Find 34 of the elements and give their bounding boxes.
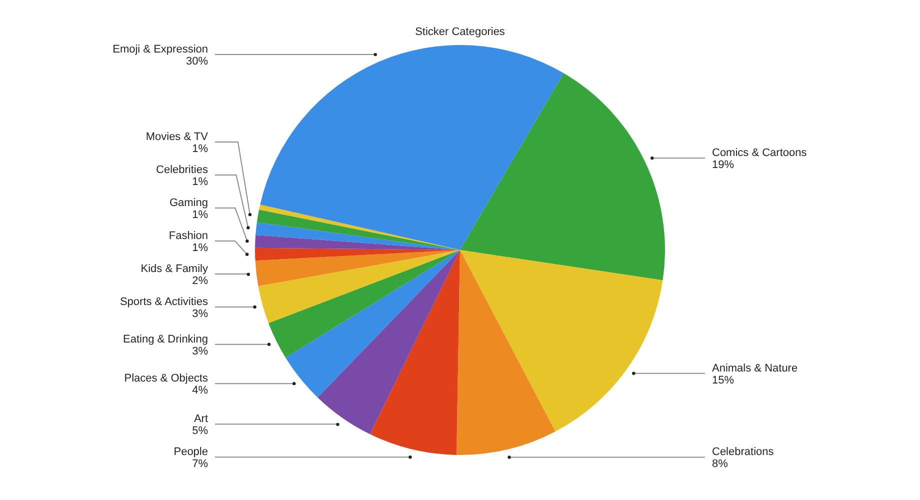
- slice-label: Celebrities: [156, 164, 208, 176]
- chart-title: Sticker Categories: [415, 26, 506, 38]
- data-label: 3%: [192, 345, 208, 358]
- data-label: 8%: [712, 458, 728, 470]
- slice-label: Fashion: [168, 230, 208, 242]
- slice-label: Kids & Family: [140, 263, 208, 276]
- slice-label: Animals & Nature: [712, 362, 798, 374]
- slice-label: Eating & Drinking: [123, 333, 208, 346]
- data-label: 1%: [192, 176, 208, 188]
- slice-label: Gaming: [169, 197, 208, 210]
- pie-slice: [318, 250, 460, 434]
- data-label: 4%: [192, 384, 208, 397]
- data-label: 2%: [192, 275, 208, 288]
- slice-label: Movies & TV: [146, 131, 209, 144]
- data-label: 1%: [192, 143, 208, 156]
- pie-slice: [268, 250, 460, 358]
- slice-label: Emoji & Expression: [112, 44, 208, 56]
- slice-label: Places & Objects: [124, 372, 208, 385]
- pie-slice: [255, 250, 460, 286]
- data-label: 1%: [192, 242, 208, 254]
- data-label: 15%: [712, 374, 734, 386]
- data-label: 1%: [192, 209, 208, 222]
- slice-label: Celebrations: [712, 446, 774, 458]
- data-label: 3%: [192, 308, 208, 320]
- slice-label: Sports & Activities: [120, 296, 208, 308]
- data-label: 5%: [192, 425, 208, 438]
- slice-label: People: [174, 446, 208, 458]
- pie-slice: [370, 250, 460, 455]
- slice-label: Comics & Cartoons: [712, 147, 808, 160]
- data-label: 19%: [712, 159, 734, 172]
- data-label: 7%: [192, 458, 208, 470]
- slice-label: Art: [194, 413, 208, 426]
- pie-slice: [456, 250, 556, 455]
- data-label: 30%: [186, 56, 208, 68]
